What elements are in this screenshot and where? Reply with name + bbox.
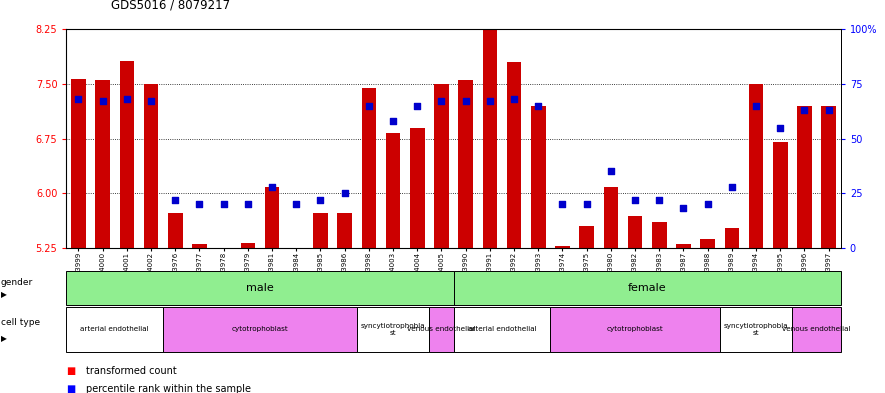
Point	[773, 125, 788, 131]
Text: transformed count: transformed count	[86, 366, 177, 376]
Point	[313, 196, 327, 203]
Bar	[700, 239, 715, 248]
Text: arterial endothelial: arterial endothelial	[467, 326, 536, 332]
Bar	[435, 84, 449, 248]
Bar	[531, 106, 545, 248]
Text: venous endothelial: venous endothelial	[782, 326, 850, 332]
Text: cytotrophoblast: cytotrophoblast	[607, 326, 664, 332]
Text: cell type: cell type	[1, 318, 40, 327]
Point	[265, 184, 279, 190]
Text: ▶: ▶	[1, 290, 7, 299]
Point	[362, 103, 376, 109]
Point	[821, 107, 835, 113]
Bar	[96, 80, 110, 248]
Point	[96, 98, 110, 105]
Bar	[555, 246, 570, 248]
Bar	[482, 22, 497, 248]
Bar	[676, 244, 690, 248]
Bar	[163, 307, 357, 352]
Text: ▶: ▶	[1, 334, 7, 343]
Point	[289, 201, 304, 207]
Point	[797, 107, 812, 113]
Bar	[337, 213, 352, 248]
Bar	[357, 307, 429, 352]
Point	[217, 201, 231, 207]
Bar	[580, 226, 594, 248]
Point	[628, 196, 643, 203]
Point	[580, 201, 594, 207]
Point	[483, 98, 497, 105]
Bar	[749, 84, 763, 248]
Point	[386, 118, 400, 124]
Point	[652, 196, 666, 203]
Bar	[241, 242, 255, 248]
Bar	[410, 128, 425, 248]
Point	[556, 201, 570, 207]
Bar	[313, 213, 327, 248]
Point	[241, 201, 255, 207]
Point	[749, 103, 763, 109]
Point	[410, 103, 424, 109]
Bar	[821, 106, 836, 248]
Bar	[386, 134, 400, 248]
Bar	[66, 307, 163, 352]
Text: female: female	[627, 283, 666, 293]
Bar	[725, 228, 739, 248]
Text: venous endothelial: venous endothelial	[407, 326, 476, 332]
Text: arterial endothelial: arterial endothelial	[81, 326, 149, 332]
Bar	[627, 216, 643, 248]
Text: cytotrophoblast: cytotrophoblast	[232, 326, 289, 332]
Bar	[143, 84, 158, 248]
Point	[676, 205, 690, 211]
Bar	[192, 244, 207, 248]
Bar	[652, 222, 666, 248]
Bar	[66, 271, 454, 305]
Text: percentile rank within the sample: percentile rank within the sample	[86, 384, 250, 393]
Point	[435, 98, 449, 105]
Bar	[773, 142, 788, 248]
Text: ■: ■	[66, 366, 75, 376]
Bar	[507, 62, 521, 248]
Text: syncytiotrophobla
st: syncytiotrophobla st	[361, 323, 426, 336]
Bar	[458, 80, 473, 248]
Text: syncytiotrophobla
st: syncytiotrophobla st	[724, 323, 789, 336]
Bar	[71, 79, 86, 248]
Point	[531, 103, 545, 109]
Point	[144, 98, 158, 105]
Text: male: male	[246, 283, 273, 293]
Bar	[429, 307, 454, 352]
Bar	[792, 307, 841, 352]
Text: gender: gender	[1, 278, 33, 287]
Point	[72, 96, 86, 103]
Point	[604, 168, 618, 174]
Point	[725, 184, 739, 190]
Bar	[720, 307, 792, 352]
Bar	[604, 187, 618, 248]
Point	[337, 190, 351, 196]
Bar	[119, 61, 135, 248]
Point	[168, 196, 182, 203]
Bar	[550, 307, 720, 352]
Bar	[454, 271, 841, 305]
Point	[507, 96, 521, 103]
Point	[458, 98, 473, 105]
Bar	[265, 187, 280, 248]
Bar	[362, 88, 376, 248]
Bar	[168, 213, 182, 248]
Text: ■: ■	[66, 384, 75, 393]
Point	[119, 96, 134, 103]
Text: GDS5016 / 8079217: GDS5016 / 8079217	[111, 0, 230, 12]
Bar	[797, 106, 812, 248]
Point	[701, 201, 715, 207]
Point	[192, 201, 206, 207]
Bar	[454, 307, 550, 352]
